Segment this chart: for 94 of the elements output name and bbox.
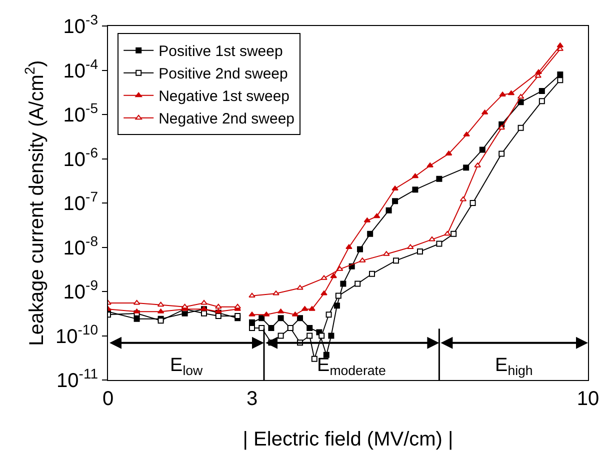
y-tick-label: 10$^{-7}$ (63, 188, 98, 215)
point (367, 230, 374, 237)
point (407, 244, 414, 249)
point (318, 332, 325, 339)
point (320, 290, 328, 296)
x-tick-label: 3 (246, 388, 258, 410)
point (479, 146, 486, 153)
point (373, 213, 380, 218)
point (463, 164, 470, 171)
point (357, 246, 363, 252)
y-tick-label: 10$^{-9}$ (63, 277, 98, 304)
point (557, 72, 564, 78)
y-tick-label: 10$^{-11}$ (56, 366, 98, 392)
point (215, 312, 222, 319)
point (444, 230, 451, 236)
point (326, 312, 332, 318)
point (157, 302, 164, 307)
point (323, 352, 330, 358)
y-tick-label: 10$^{-6}$ (63, 144, 98, 171)
y-tick-label: 10$^{-10}$ (56, 321, 98, 348)
y-tick-label: 10$^{-3}$ (63, 12, 98, 38)
point (557, 77, 564, 84)
point (134, 316, 140, 322)
point (386, 207, 392, 214)
point (518, 124, 524, 131)
point (517, 94, 524, 99)
point (248, 312, 256, 316)
point (133, 300, 140, 305)
x-axis-title: | Electric field (MV/cm) | (242, 428, 454, 450)
point (393, 258, 399, 264)
point (428, 236, 436, 242)
point (215, 304, 222, 309)
point (534, 73, 542, 78)
point (436, 240, 442, 247)
point (508, 90, 515, 96)
y-tick-label: 10$^{-4}$ (63, 56, 98, 82)
point (334, 302, 340, 309)
point (470, 200, 476, 206)
point (383, 251, 390, 256)
point (412, 173, 419, 178)
annotation: E$_{moderate}$ (317, 355, 386, 378)
point (248, 292, 256, 298)
point (296, 285, 304, 290)
point (518, 99, 524, 106)
point (436, 176, 442, 182)
point (369, 270, 375, 277)
point (538, 88, 545, 94)
point (498, 150, 505, 157)
point (297, 315, 303, 322)
point (200, 300, 208, 305)
legend-label: Positive 2nd sweep (158, 66, 288, 83)
legend-label: Negative 2nd sweep (158, 110, 295, 128)
point (335, 292, 342, 299)
point (354, 280, 361, 287)
point (306, 332, 313, 339)
point (328, 332, 334, 339)
point (499, 92, 506, 96)
y-tick-label: 10$^{-8}$ (63, 232, 98, 260)
annotation: E$_{low}$ (170, 355, 204, 378)
annotation: E$_{high}$ (495, 355, 533, 378)
point (215, 308, 222, 314)
point (249, 319, 255, 326)
point (320, 275, 328, 280)
legend-label: Positive 1st sweep (158, 43, 283, 60)
point (308, 306, 316, 311)
point (268, 324, 274, 331)
point (263, 312, 270, 316)
point (278, 332, 284, 339)
point (249, 324, 255, 331)
point (392, 186, 398, 190)
point (392, 198, 398, 204)
point (538, 98, 545, 104)
point (330, 273, 337, 278)
point (359, 258, 366, 262)
point (474, 162, 481, 168)
point (340, 280, 346, 287)
point (417, 248, 423, 255)
point (234, 312, 241, 319)
x-tick-label: 0 (102, 388, 114, 410)
point (346, 244, 352, 249)
point (272, 290, 280, 296)
x-tick-label: 10 (576, 388, 600, 410)
point (412, 186, 418, 193)
legend-label: Negative 1st sweep (158, 88, 290, 106)
point (258, 324, 265, 331)
point (278, 315, 284, 322)
point (498, 124, 505, 130)
y-tick-label: 10$^{-5}$ (63, 100, 98, 126)
point (311, 356, 318, 362)
point (450, 230, 457, 237)
point (258, 315, 265, 322)
point (463, 132, 470, 136)
point (306, 324, 313, 331)
point (426, 162, 434, 168)
